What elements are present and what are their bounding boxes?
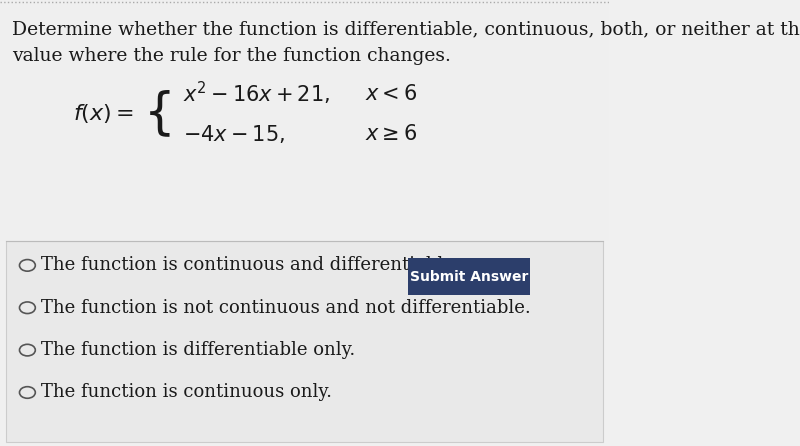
Text: The function is not continuous and not differentiable.: The function is not continuous and not d…	[42, 299, 531, 317]
Text: value where the rule for the function changes.: value where the rule for the function ch…	[12, 47, 451, 65]
Text: Determine whether the function is differentiable, continuous, both, or neither a: Determine whether the function is differ…	[12, 20, 800, 38]
FancyBboxPatch shape	[408, 257, 530, 295]
Text: $-4x - 15,$: $-4x - 15,$	[182, 123, 285, 145]
Text: Submit Answer: Submit Answer	[410, 269, 528, 284]
Text: $x < 6$: $x < 6$	[366, 84, 418, 103]
FancyBboxPatch shape	[6, 241, 602, 442]
Text: $x^2 - 16x + 21,$: $x^2 - 16x + 21,$	[182, 80, 330, 107]
Text: The function is differentiable only.: The function is differentiable only.	[42, 341, 356, 359]
Text: The function is continuous and differentiable.: The function is continuous and different…	[42, 256, 460, 274]
Text: $\{$: $\{$	[143, 88, 170, 139]
FancyBboxPatch shape	[0, 0, 609, 241]
Text: $f(x) =$: $f(x) =$	[73, 102, 134, 125]
Text: $x \geq 6$: $x \geq 6$	[366, 124, 418, 144]
Text: The function is continuous only.: The function is continuous only.	[42, 384, 333, 401]
